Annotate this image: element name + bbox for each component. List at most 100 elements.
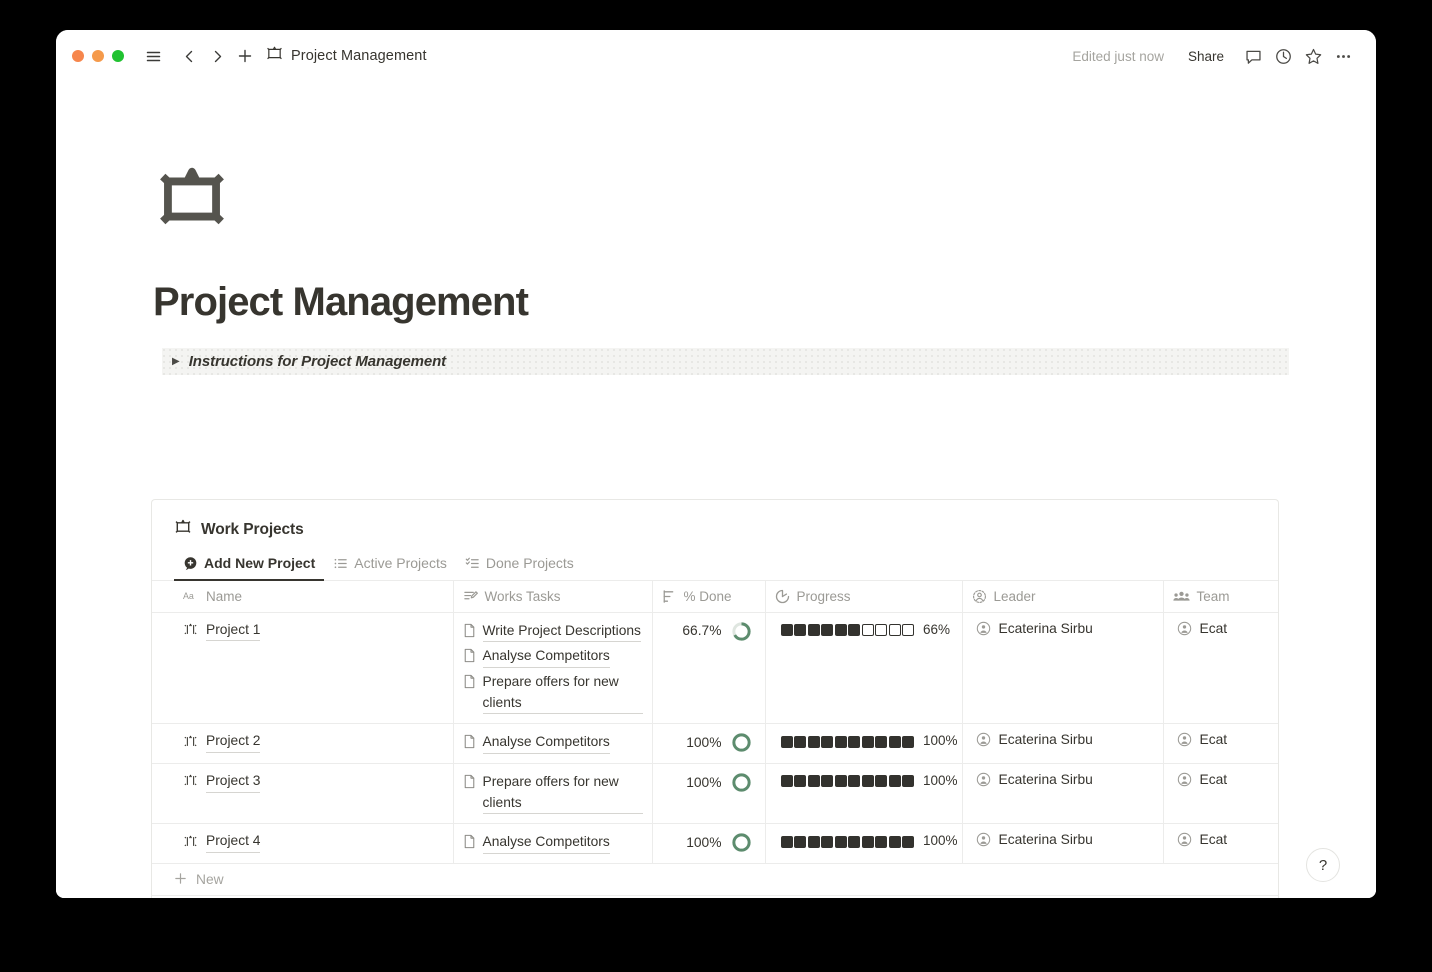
clock-icon[interactable] xyxy=(1270,43,1296,69)
maximize-window-button[interactable] xyxy=(112,50,124,62)
cell-progress[interactable]: 100% xyxy=(765,823,963,864)
cell-name[interactable]: Project 4 xyxy=(152,823,454,864)
progress-label: 66% xyxy=(923,621,951,637)
star-icon[interactable] xyxy=(1300,43,1326,69)
percent-done-value: 100% xyxy=(686,835,722,851)
row-title: Project 2 xyxy=(206,732,261,753)
leader-name: Ecaterina Sirbu xyxy=(998,732,1093,748)
instructions-label: Instructions for Project Management xyxy=(188,353,447,370)
leader-name: Ecaterina Sirbu xyxy=(998,771,1093,787)
easel-frame-icon xyxy=(183,622,198,640)
cell-progress[interactable]: 66% xyxy=(765,612,963,725)
task-link[interactable]: Analyse Competitors xyxy=(463,646,643,668)
close-window-button[interactable] xyxy=(72,50,84,62)
table-row[interactable]: Project 2 Analyse Competitors 100% 100% xyxy=(152,723,1278,764)
cell-percent-done[interactable]: 100% xyxy=(652,823,766,864)
task-link[interactable]: Analyse Competitors xyxy=(463,732,643,754)
cell-works-tasks[interactable]: Analyse Competitors xyxy=(453,823,653,864)
cell-team[interactable]: Ecat xyxy=(1163,612,1278,725)
progress-blocks xyxy=(780,835,914,848)
column-header-works-tasks[interactable]: Works Tasks xyxy=(453,581,653,613)
leader-name: Ecaterina Sirbu xyxy=(998,620,1093,636)
page-content: Project Management ▶ Instructions for Pr… xyxy=(56,82,1376,375)
database-title: Work Projects xyxy=(201,520,304,538)
breadcrumb-label: Project Management xyxy=(291,48,427,64)
column-header-name[interactable]: Aa Name xyxy=(152,581,454,613)
new-row-button[interactable]: New xyxy=(152,864,1278,896)
progress-blocks xyxy=(780,623,914,636)
window-controls xyxy=(72,50,124,62)
cell-team[interactable]: Ecat xyxy=(1163,823,1278,864)
cell-name[interactable]: Project 3 xyxy=(152,763,454,825)
cell-progress[interactable]: 100% xyxy=(765,723,963,764)
cell-team[interactable]: Ecat xyxy=(1163,763,1278,825)
easel-frame-icon xyxy=(183,734,198,752)
task-link[interactable]: Prepare offers for new clients xyxy=(463,772,643,815)
page-easel-frame-icon[interactable] xyxy=(153,160,231,238)
page-body: Project Management ▶ Instructions for Pr… xyxy=(56,82,1376,898)
cell-progress[interactable]: 100% xyxy=(765,763,963,825)
tab-done-projects[interactable]: Done Projects xyxy=(456,550,583,580)
column-header-leader[interactable]: Leader xyxy=(962,581,1164,613)
sidebar-toggle-icon[interactable] xyxy=(140,43,166,69)
table-row[interactable]: Project 3 Prepare offers for new clients… xyxy=(152,763,1278,825)
new-page-icon[interactable] xyxy=(232,43,258,69)
navigate-forward-icon[interactable] xyxy=(204,43,230,69)
table-scroll-region[interactable]: Aa Name xyxy=(152,581,1278,864)
team-member-name: Ecat xyxy=(1199,620,1228,636)
column-header-percent-done[interactable]: % Done xyxy=(652,581,766,613)
progress-label: 100% xyxy=(923,733,958,749)
breadcrumb[interactable]: Project Management xyxy=(266,45,427,67)
triangle-right-icon[interactable]: ▶ xyxy=(172,355,180,367)
column-header-progress[interactable]: Progress xyxy=(765,581,963,613)
cell-team[interactable]: Ecat xyxy=(1163,723,1278,764)
minimize-window-button[interactable] xyxy=(92,50,104,62)
database-card: Work Projects Add New Project xyxy=(151,499,1279,898)
cell-percent-done[interactable]: 66.7% xyxy=(652,612,766,725)
tab-add-new-project[interactable]: Add New Project xyxy=(174,550,325,581)
help-button[interactable]: ? xyxy=(1306,848,1340,882)
count-footer[interactable]: COUNT 4 xyxy=(152,896,1278,898)
list-icon xyxy=(333,556,348,571)
title-bar-actions: Edited just now Share xyxy=(1072,43,1356,69)
cell-name[interactable]: Project 2 xyxy=(152,723,454,764)
table-body: Project 1 Write Project Descriptions Ana… xyxy=(152,612,1278,864)
cell-percent-done[interactable]: 100% xyxy=(652,763,766,825)
share-button[interactable]: Share xyxy=(1187,48,1224,64)
database-header: Work Projects xyxy=(152,500,1278,541)
team-member-name: Ecat xyxy=(1199,732,1228,748)
plus-icon xyxy=(174,872,187,888)
row-title: Project 1 xyxy=(206,621,261,642)
column-header-team[interactable]: Team xyxy=(1163,581,1278,613)
people-icon xyxy=(1172,589,1190,604)
person-icon xyxy=(972,589,987,604)
team-member-name: Ecat xyxy=(1199,771,1228,787)
comment-icon[interactable] xyxy=(1240,43,1266,69)
cell-leader[interactable]: Ecaterina Sirbu xyxy=(962,823,1164,864)
progress-label: 100% xyxy=(923,772,958,788)
instructions-toggle[interactable]: ▶ Instructions for Project Management xyxy=(162,348,1289,375)
navigate-back-icon[interactable] xyxy=(176,43,202,69)
task-link[interactable]: Prepare offers for new clients xyxy=(463,672,643,715)
cell-leader[interactable]: Ecaterina Sirbu xyxy=(962,612,1164,725)
percent-done-value: 100% xyxy=(686,735,722,751)
task-link[interactable]: Analyse Competitors xyxy=(463,832,643,854)
task-link[interactable]: Write Project Descriptions xyxy=(463,621,643,643)
percent-done-value: 100% xyxy=(686,774,722,790)
cell-name[interactable]: Project 1 xyxy=(152,612,454,725)
row-title: Project 3 xyxy=(206,772,261,793)
cell-works-tasks[interactable]: Analyse Competitors xyxy=(453,723,653,764)
cell-leader[interactable]: Ecaterina Sirbu xyxy=(962,763,1164,825)
tab-active-projects[interactable]: Active Projects xyxy=(324,550,456,580)
ellipsis-icon[interactable] xyxy=(1330,43,1356,69)
cell-percent-done[interactable]: 100% xyxy=(652,723,766,764)
app-window: Project Management Edited just now Share xyxy=(56,30,1376,898)
cell-works-tasks[interactable]: Write Project Descriptions Analyse Compe… xyxy=(453,612,653,725)
form-plus-icon xyxy=(183,556,198,571)
easel-frame-icon xyxy=(183,773,198,791)
table-row[interactable]: Project 1 Write Project Descriptions Ana… xyxy=(152,612,1278,725)
table-row[interactable]: Project 4 Analyse Competitors 100% 100% xyxy=(152,823,1278,864)
cell-leader[interactable]: Ecaterina Sirbu xyxy=(962,723,1164,764)
formula-icon xyxy=(775,589,790,604)
cell-works-tasks[interactable]: Prepare offers for new clients xyxy=(453,763,653,825)
